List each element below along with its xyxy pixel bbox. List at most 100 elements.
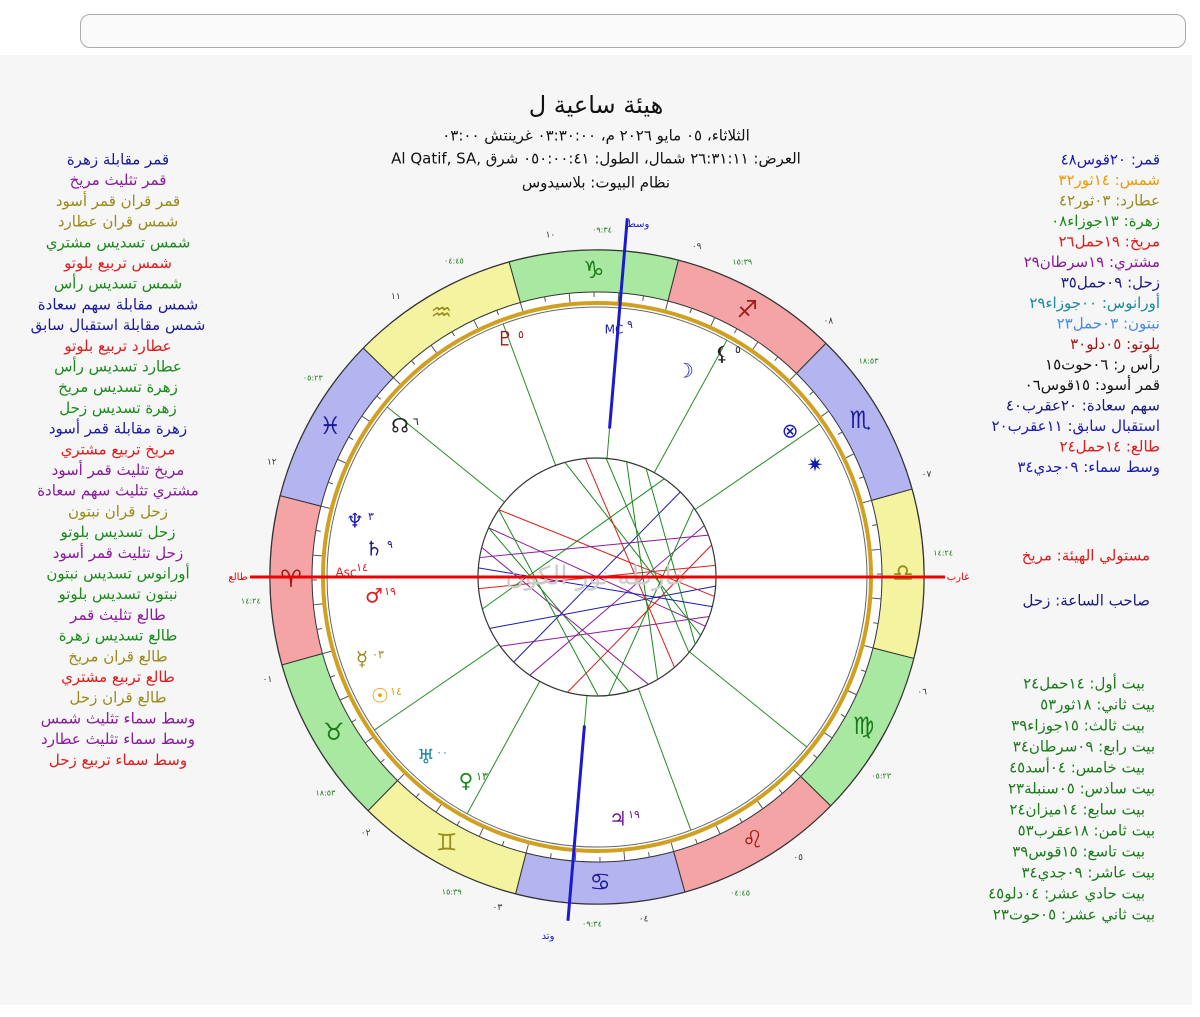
degree-tick [411, 360, 416, 365]
position-item: زهرة: ١٣جوزاء٠٨ [1051, 212, 1160, 230]
point-glyph: ☊ [391, 414, 409, 438]
degree-tick [793, 769, 801, 777]
cusp-label: ١٥:٣٩ [732, 257, 752, 266]
point-degree: ١٩ [628, 808, 640, 821]
degree-tick [739, 817, 743, 823]
degree-tick [313, 603, 323, 606]
position-item: شمس: ١٤ثور٣٢ [1058, 171, 1160, 189]
degree-tick [519, 302, 524, 312]
point-degree: ٥ [735, 343, 741, 356]
position-item: مريخ: ١٩حمل٢٦ [1058, 233, 1160, 251]
degree-tick [451, 331, 455, 337]
sign-glyph: ♒ [430, 299, 452, 327]
aspect-item: قمر مقابلة زهرة [67, 151, 169, 169]
degree-tick [435, 804, 442, 813]
sign-glyph: ♑ [583, 256, 605, 284]
house-cusp [694, 423, 820, 511]
point-degree: ١٣ [476, 770, 488, 783]
degree-tick [813, 754, 818, 759]
degree-tick [809, 391, 814, 396]
cusp-label: ١٥:٣٩ [442, 888, 462, 897]
point-degree: ٩ [627, 318, 633, 331]
ruler-item: مستولي الهيئة: مريخ [1022, 547, 1150, 566]
position-item: أورانوس: ٠٠جوزاء٢٩ [1029, 293, 1160, 312]
degree-tick [574, 852, 577, 862]
degree-tick [752, 341, 759, 350]
sign-glyph: ♈ [280, 565, 302, 593]
degree-tick [328, 481, 334, 485]
house-number: ٠٦ [917, 688, 927, 698]
aspect-line [488, 527, 630, 692]
house-number: ٠٩ [692, 242, 702, 252]
house-number: ٠٧ [922, 470, 932, 480]
point-glyph: ☿ [356, 647, 368, 671]
degree-tick [312, 554, 322, 557]
degree-tick [864, 645, 874, 649]
degree-tick [642, 295, 645, 301]
house-item: بيت تاسع: ١٥قوس٣٩ [1012, 843, 1145, 861]
degree-tick [757, 801, 764, 810]
degree-tick [501, 840, 505, 846]
aspect-item: قمر تثليث مريخ [70, 171, 167, 189]
degree-tick [848, 690, 857, 696]
aspect-line [567, 544, 712, 693]
cusp-label: ١٤:٢٤ [933, 548, 953, 557]
position-item: زحل: ٠٩حمل٣٥ [1061, 274, 1160, 292]
position-item: نبتون: ٠٣حمل٢٣ [1057, 315, 1160, 333]
cusp-label: ٠٤:٤٥ [730, 889, 750, 898]
aspect-item: أورانوس تسديس نبتون [46, 564, 189, 583]
house-number: ٠٣ [493, 903, 503, 913]
position-item: بلوتو: ٠٥دلو٣٠ [1070, 335, 1160, 353]
aspect-line [645, 468, 696, 645]
point-glyph: ♀ [459, 769, 474, 793]
position-item: قمر: ٢٠قوس٤٨ [1061, 151, 1160, 169]
degree-tick [376, 395, 381, 400]
aspect-item: مريخ تربيع مشتري [61, 440, 176, 459]
sign-glyph: ♍ [853, 712, 875, 740]
house-item: بيت رابع: ٠٩سرطان٣٤ [1013, 738, 1155, 756]
search-bar[interactable] [80, 14, 1186, 48]
position-item: سهم سعادة: ٢٠عقرب٤٠ [1006, 397, 1160, 415]
point-degree: ٠٣ [372, 648, 384, 661]
house-number: ٠٨ [824, 317, 834, 327]
aspect-line [498, 509, 599, 697]
cusp-label: ٠٩:٣٤ [592, 226, 612, 235]
house-number: ٠٤ [639, 914, 649, 924]
house-number: ١٠ [546, 231, 556, 241]
house-cusp [637, 688, 692, 831]
degree-tick [525, 844, 529, 854]
cusp-label: ٠٩:٣٤ [582, 919, 602, 928]
aspect-line [500, 616, 710, 647]
angle-label: غارب [947, 572, 970, 583]
degree-tick [415, 793, 420, 798]
degree-tick [648, 852, 650, 858]
position-item: رأس ر: ٠٦حوت١٥ [1045, 355, 1160, 374]
aspect-item: شمس قران عطارد [58, 213, 178, 231]
degree-tick [734, 328, 738, 334]
degree-tick [496, 310, 499, 316]
aspect-line [489, 585, 716, 629]
aspect-item: زحل تسديس بلوتو [60, 523, 176, 541]
house-item: بيت ثامن: ١٨عقرب٥٣ [1018, 822, 1155, 840]
degree-tick [544, 296, 546, 302]
sign-glyph: ♉ [323, 718, 345, 746]
house-item: بيت ثالث: ١٥جوزاء٣٩ [1011, 717, 1145, 735]
cusp-label: ٠٥:٢٣ [303, 373, 324, 382]
degree-tick [364, 737, 373, 744]
degree-tick [840, 714, 846, 718]
aspect-line [608, 507, 695, 696]
cusp-label: ٠٤:٤٥ [444, 256, 464, 265]
cusp-label: ١٨:٥٣ [859, 356, 880, 365]
degree-tick [361, 415, 370, 422]
degree-tick [778, 789, 783, 794]
degree-tick [351, 719, 357, 723]
point-glyph: ⊗ [782, 419, 799, 443]
aspect-item: زهرة تسديس مريخ [58, 378, 178, 396]
aspect-item: شمس مقابلة استقبال سابق [31, 316, 206, 334]
point-glyph: ♃ [609, 807, 627, 831]
house-number: ٠٢ [361, 828, 371, 838]
sign-segment [279, 347, 395, 507]
sign-glyph: ♊ [436, 829, 458, 857]
degree-tick [568, 293, 571, 303]
aspect-item: طالع قران زحل [69, 689, 166, 707]
